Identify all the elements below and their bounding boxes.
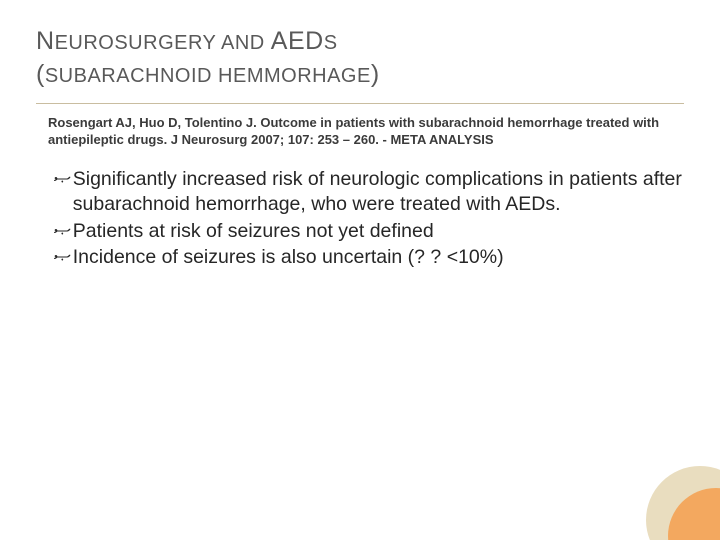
bullet-text: Significantly increased risk of neurolog… xyxy=(73,167,684,217)
bullet-text: Incidence of seizures is also uncertain … xyxy=(73,245,684,270)
title-frag: AED xyxy=(265,27,324,55)
bullet-list: ޞ Significantly increased risk of neurol… xyxy=(54,167,684,271)
bullet-text: Patients at risk of seizures not yet def… xyxy=(73,219,684,244)
title-frag: S xyxy=(324,32,338,54)
list-item: ޞ Incidence of seizures is also uncertai… xyxy=(54,245,684,270)
list-item: ޞ Significantly increased risk of neurol… xyxy=(54,167,684,217)
list-item: ޞ Patients at risk of seizures not yet d… xyxy=(54,219,684,244)
title-frag: ( xyxy=(36,60,45,88)
citation-text: Rosengart AJ, Huo D, Tolentino J. Outcom… xyxy=(48,114,676,149)
title-frag: HEMMORHAGE xyxy=(218,65,371,87)
title-frag: AND xyxy=(221,32,265,54)
bullet-icon: ޞ xyxy=(54,245,71,269)
title-frag: ) xyxy=(371,60,380,88)
bullet-icon: ޞ xyxy=(54,219,71,243)
title-line-2: (SUBARACHNOID HEMMORHAGE) xyxy=(36,59,684,90)
title-frag: EUROSURGERY xyxy=(55,32,216,54)
bullet-icon: ޞ xyxy=(54,167,71,191)
title-frag: SUBARACHNOID xyxy=(45,65,212,87)
slide-title: NEUROSURGERY AND AEDS (SUBARACHNOID HEMM… xyxy=(36,26,684,91)
slide: NEUROSURGERY AND AEDS (SUBARACHNOID HEMM… xyxy=(0,0,720,540)
title-divider xyxy=(36,103,684,104)
title-frag: N xyxy=(36,27,55,55)
title-line-1: NEUROSURGERY AND AEDS xyxy=(36,26,684,57)
